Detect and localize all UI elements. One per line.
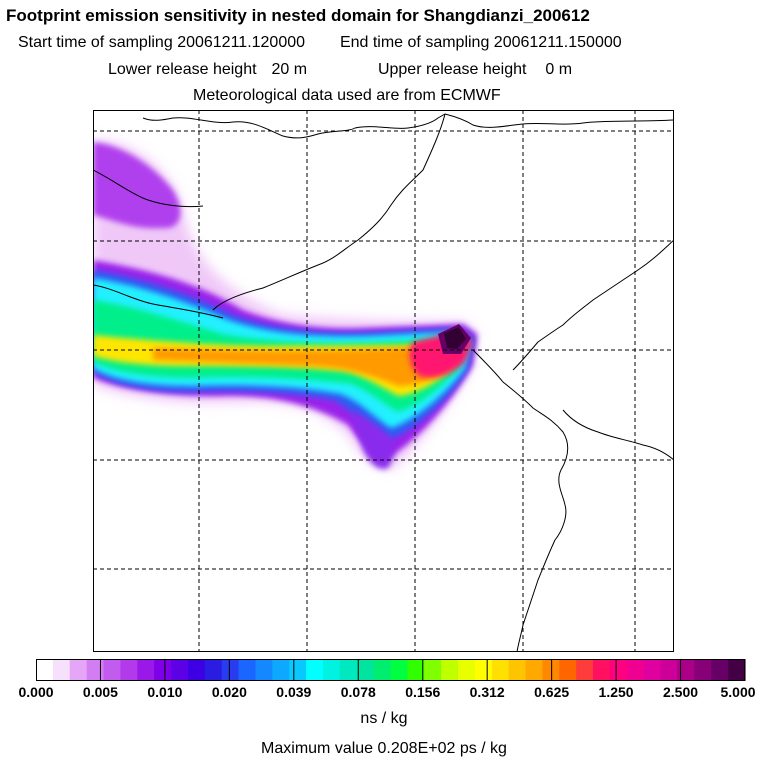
colorbar-cell xyxy=(356,659,375,681)
end-label: End time of sampling xyxy=(339,34,490,51)
colorbar-frame xyxy=(36,659,745,681)
colorbar-cell xyxy=(576,659,594,681)
colorbar-cell xyxy=(103,659,121,681)
colorbar-tick-label: 0.010 xyxy=(147,684,183,700)
lower-value: 20 m xyxy=(271,61,308,78)
colorbar-cell xyxy=(373,659,392,681)
map-frame xyxy=(93,110,674,652)
colorbar-cell xyxy=(221,659,240,681)
colorbar-cell xyxy=(525,659,544,681)
colorbar-cell xyxy=(255,659,273,681)
colorbar-cell xyxy=(424,659,442,681)
colorbar-cell xyxy=(306,659,324,681)
colorbar-tick-label: 2.500 xyxy=(663,684,699,700)
colorbar-cell xyxy=(238,659,257,681)
nw-lobe xyxy=(93,142,181,229)
colorbar-tick-label: 0.312 xyxy=(469,684,505,700)
colorbar-cell xyxy=(626,659,645,681)
start-value: 20061211.120000 xyxy=(177,34,306,51)
coastlines xyxy=(93,113,674,652)
colorbar-tick-label: 5.000 xyxy=(720,684,756,700)
colorbar-tick-label: 0.020 xyxy=(211,684,247,700)
colorbar-cell xyxy=(491,659,510,681)
colorbar-cell xyxy=(728,659,746,681)
colorbar-cell xyxy=(171,659,189,681)
colorbar-cell xyxy=(660,659,679,681)
met-data-line: Meteorological data used are from ECMWF xyxy=(193,87,501,104)
colorbar-cell xyxy=(441,659,459,681)
colorbar-tick-label: 0.005 xyxy=(82,684,118,700)
upper-value: 0 m xyxy=(545,61,573,78)
colorbar-cell xyxy=(458,659,476,681)
colorbar-cell xyxy=(508,659,527,681)
footprint-field xyxy=(93,140,477,469)
colorbar-cell xyxy=(289,659,307,681)
colorbar-cell xyxy=(86,659,105,681)
colorbar-cell xyxy=(52,659,71,681)
colorbar-svg xyxy=(36,659,746,681)
colorbar-cell xyxy=(474,659,493,681)
sampling-times: Start time of sampling 20061211.120000 E… xyxy=(18,34,622,52)
colorbar-cell xyxy=(339,659,358,681)
colorbar-cell xyxy=(407,659,425,681)
colorbar-cell xyxy=(187,659,206,681)
plot-title: Footprint emission sensitivity in nested… xyxy=(6,6,590,25)
colorbar-tick-label: 1.250 xyxy=(598,684,634,700)
colorbar-cell xyxy=(154,659,172,681)
colorbar-cell xyxy=(711,659,729,681)
map-panel xyxy=(93,110,674,652)
maximum-value: Maximum value 0.208E+02 ps / kg xyxy=(261,740,507,757)
release-heights: Lower release height 20 m Upper release … xyxy=(108,61,572,79)
maximum-cell-inner xyxy=(444,327,466,349)
lower-label: Lower release height xyxy=(108,61,257,78)
colorbar-cell xyxy=(322,659,341,681)
colorbar-cell xyxy=(677,659,695,681)
colorbar-cell xyxy=(120,659,138,681)
colorbar-cell xyxy=(609,659,628,681)
colorbar-tick-label: 0.000 xyxy=(18,684,54,700)
colorbar-cell xyxy=(593,659,611,681)
colorbar-tick-label: 0.078 xyxy=(340,684,376,700)
colorbar-unit: ns / kg xyxy=(360,710,408,727)
start-label: Start time of sampling xyxy=(18,34,173,51)
colorbar-tick-label: 0.625 xyxy=(534,684,570,700)
colorbar-cell xyxy=(559,659,577,681)
orange-core xyxy=(153,344,455,386)
colorbar-cell xyxy=(69,659,88,681)
colorbar-cell xyxy=(137,659,155,681)
colorbar-tick-label: 0.039 xyxy=(276,684,312,700)
end-value: 20061211.150000 xyxy=(493,34,622,51)
south-lobe xyxy=(352,410,395,469)
colorbar xyxy=(36,659,746,686)
footprint-map xyxy=(93,110,674,652)
colorbar-cell xyxy=(36,659,54,681)
colorbar-cell xyxy=(643,659,662,681)
colorbar-cell xyxy=(204,659,223,681)
colorbar-cell xyxy=(694,659,712,681)
colorbar-cell xyxy=(272,659,290,681)
colorbar-cell xyxy=(390,659,408,681)
grid-lines xyxy=(93,110,674,652)
upper-label: Upper release height xyxy=(377,61,527,78)
colorbar-tick-label: 0.156 xyxy=(405,684,441,700)
